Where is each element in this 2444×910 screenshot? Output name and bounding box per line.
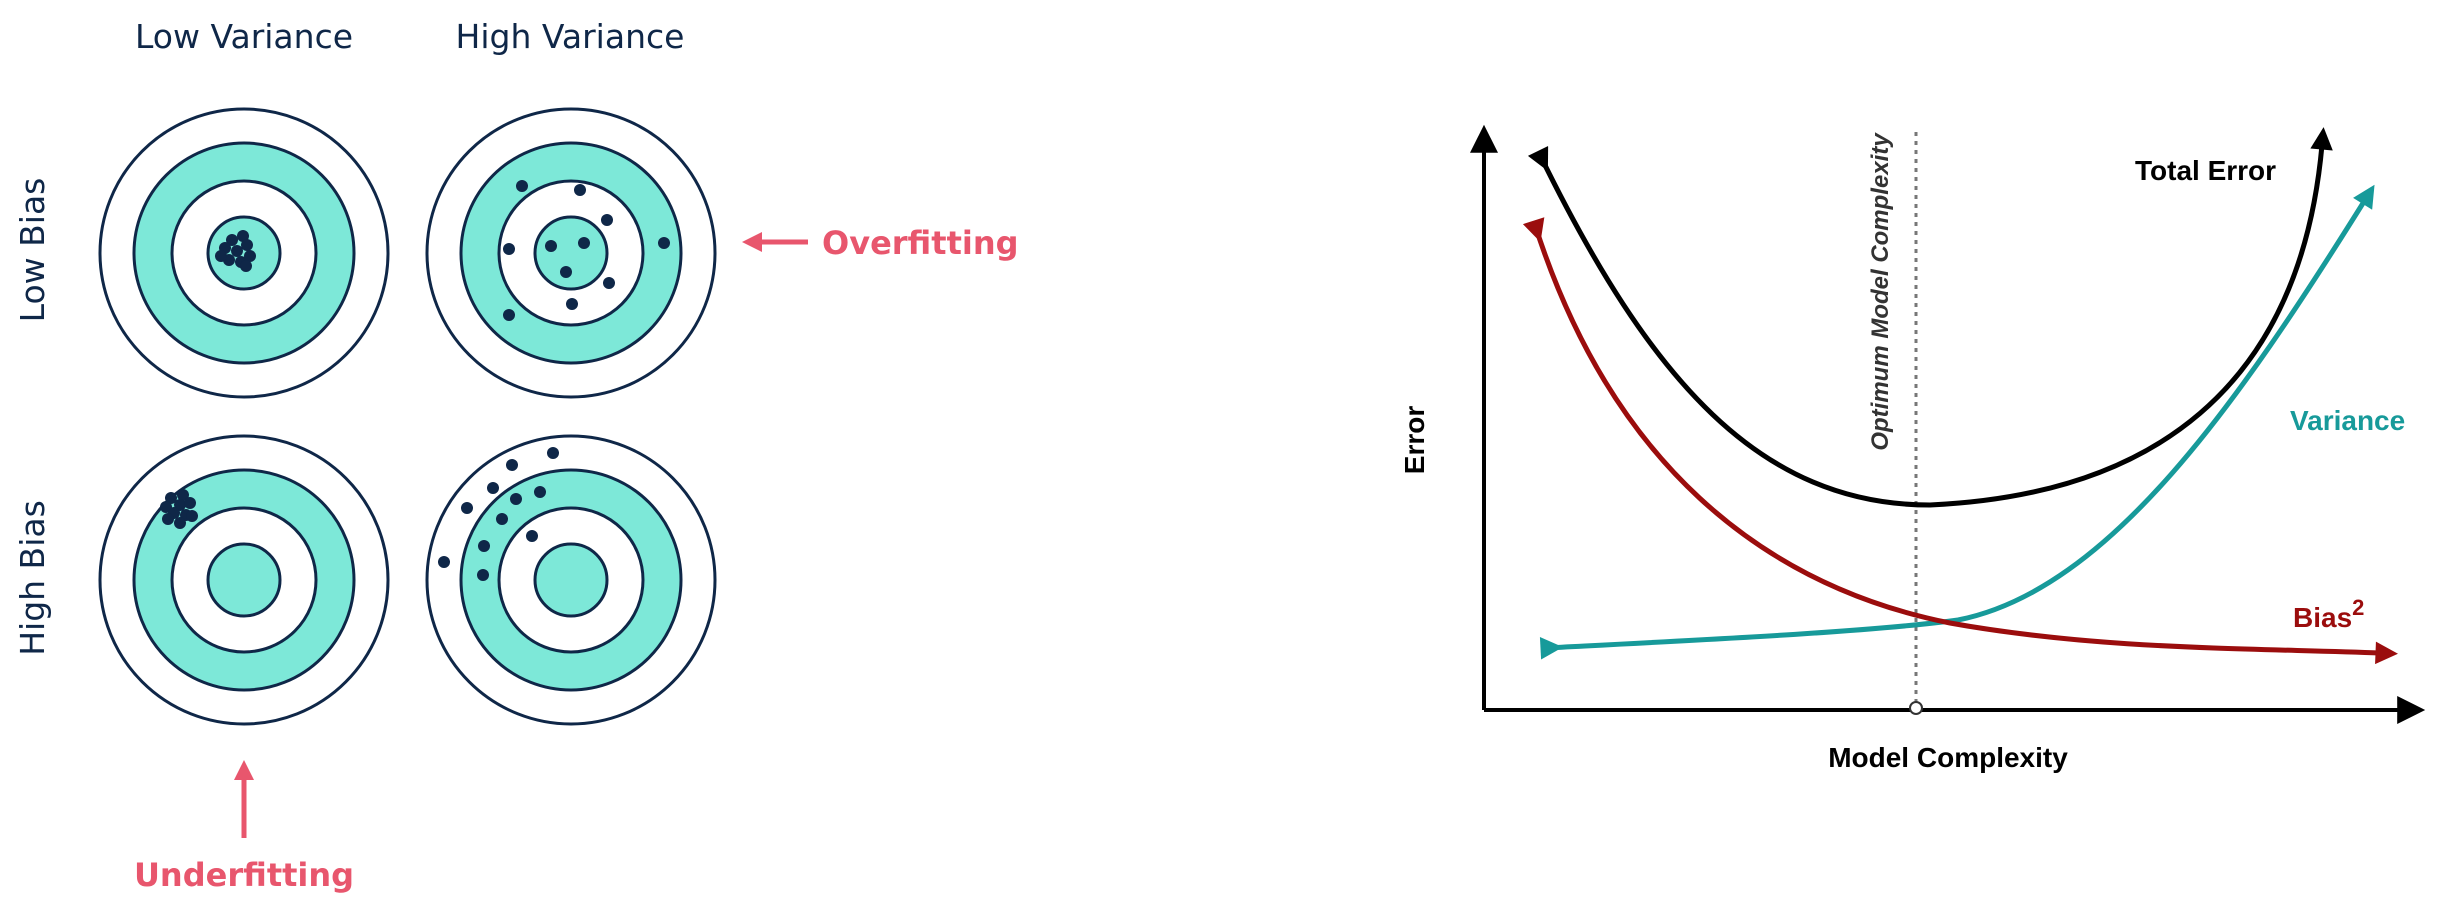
variance-curve [1539,184,2375,660]
target-low-bias-low-variance [98,107,390,399]
shot-cluster [215,230,256,272]
variance-label: Variance [2290,405,2405,436]
column-label-low-variance: Low Variance [135,17,353,56]
optimum-complexity-label: Optimum Model Complexity [1867,132,1894,451]
column-label-high-variance: High Variance [456,17,685,56]
bias-squared-curve [1522,217,2398,665]
x-axis-label: Model Complexity [1828,742,2068,773]
target-high-bias-low-variance [98,434,390,726]
target-low-bias-high-variance [425,107,717,399]
target-high-bias-high-variance [425,434,717,726]
optimum-complexity-point [1909,701,1923,715]
total-error-curve [1527,127,2333,508]
bias-label-superscript: 2 [2352,595,2364,620]
y-axis-label: Error [1399,406,1430,475]
bias-label-base: Bias [2293,602,2352,633]
row-label-high-bias: High Bias [13,500,52,656]
total-error-label: Total Error [2135,155,2276,186]
underfitting-label: Underfitting [134,856,354,894]
error-complexity-chart: Optimum Model Complexity Total Error Var… [1399,124,2426,773]
overfitting-label: Overfitting [822,224,1019,262]
bias-squared-label: Bias2 [2293,595,2364,633]
shot-scatter-offset [438,447,559,581]
shot-cluster-offset [160,489,198,529]
bias-variance-targets: Low Variance High Variance Low Bias High… [13,17,1019,894]
row-label-low-bias: Low Bias [13,178,52,323]
shot-scatter [503,180,670,321]
